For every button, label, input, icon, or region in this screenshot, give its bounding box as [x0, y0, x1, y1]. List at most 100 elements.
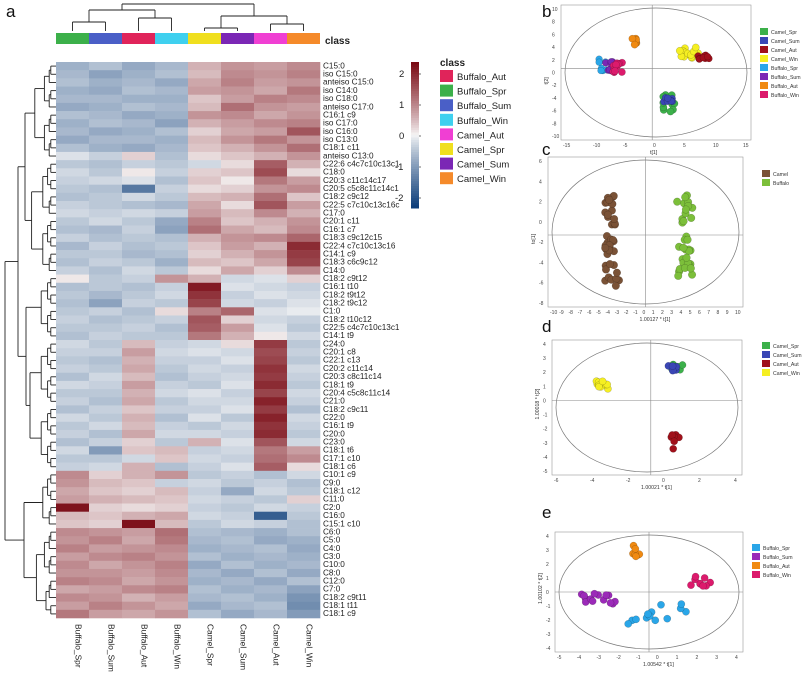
heatmap-cell [89, 331, 123, 341]
heatmap-cell [89, 462, 123, 472]
heatmap-cell [287, 348, 321, 357]
colorbar-step [411, 176, 419, 180]
heatmap-cell [254, 250, 288, 259]
heatmap-cell [122, 568, 156, 578]
row-label: C18:2 c9c11 [323, 405, 369, 414]
data-point [681, 193, 690, 202]
row-label: C18:2 c9t11 [323, 593, 367, 602]
colorbar-step [411, 86, 419, 90]
heatmap-cell [155, 470, 189, 480]
heatmap-cell [254, 519, 288, 529]
heatmap-cell [254, 560, 288, 570]
y-tick-label: 4 [552, 45, 555, 51]
legend-label: Buffalo_Spr [771, 66, 798, 72]
heatmap-cell [287, 413, 321, 423]
heatmap-cell [254, 348, 288, 357]
x-tick-label: 4 [735, 655, 738, 661]
heatmap-cell [89, 528, 123, 537]
heatmap-cell [221, 282, 255, 292]
heatmap-cell [155, 536, 189, 545]
heatmap-cell [287, 62, 321, 71]
heatmap-cell [56, 160, 90, 169]
heatmap-cell [188, 331, 222, 341]
row-label: C6:0 [323, 527, 341, 536]
data-point [612, 60, 620, 69]
heatmap-cell [221, 446, 255, 455]
column-label: Buffalo_Sum [107, 624, 117, 672]
heatmap-cell [221, 94, 255, 104]
row-label: anteiso C17:0 [323, 102, 374, 111]
heatmap-cell [221, 151, 255, 161]
heatmap-cell [122, 585, 156, 594]
heatmap-cell [287, 225, 321, 235]
data-point [663, 614, 672, 623]
y-axis-label: to[1] [531, 233, 537, 244]
heatmap-cell [254, 176, 288, 185]
heatmap-cell [221, 487, 255, 496]
heatmap-cell [188, 201, 222, 210]
heatmap-cell [254, 135, 288, 145]
heatmap-cell [122, 315, 156, 324]
heatmap-cell [56, 372, 90, 382]
x-axis-label: 1.00021 * t[1] [641, 485, 672, 491]
data-point [691, 572, 700, 581]
heatmap-cell [122, 397, 156, 406]
heatmap-cell [56, 421, 90, 431]
y-tick-label: 10 [552, 7, 558, 13]
heatmap-cell [56, 429, 90, 439]
heatmap-cell [254, 258, 288, 267]
heatmap-cell [254, 380, 288, 390]
data-point [595, 58, 603, 66]
colorbar-step [411, 190, 419, 194]
x-tick-label: 10 [735, 310, 741, 316]
row-label: C20:1 c11 [323, 217, 360, 226]
colorbar-step [411, 188, 419, 192]
data-point [605, 195, 614, 204]
heatmap-cell [221, 421, 255, 431]
heatmap-cell [122, 233, 156, 243]
heatmap-cell [221, 315, 255, 324]
heatmap-cell [89, 323, 123, 333]
heatmap-cell [56, 552, 90, 562]
heatmap-cell [188, 225, 222, 235]
data-point [691, 43, 700, 52]
plot-frame [560, 4, 752, 141]
x-tick-label: -15 [563, 143, 570, 149]
heatmap-cell [254, 290, 288, 300]
heatmap-cell [89, 266, 123, 275]
row-label: C1:0 [323, 307, 341, 316]
colorbar-step [411, 200, 419, 204]
row-label: C22:1 c13 [323, 356, 361, 365]
colorbar-step [411, 64, 419, 68]
data-point [611, 281, 620, 290]
colorbar-step [411, 159, 419, 163]
colorbar-step [411, 144, 419, 148]
heatmap-cell [122, 429, 156, 439]
heatmap-cell [221, 201, 255, 210]
heatmap-cell [188, 511, 222, 521]
row-label: C14:0 [323, 266, 345, 275]
heatmap-cell [188, 519, 222, 529]
y-tick-label: 1 [543, 384, 546, 390]
scores-plot-d: -6 -4 -2 0 2 4 4 3 2 1 0 -1 -2 -3 -4 -5 1.00021 * t[1] 1.… [535, 339, 802, 491]
heatmap-cell [56, 184, 90, 194]
heatmap-cell [221, 160, 255, 169]
heatmap-cell [254, 364, 288, 374]
heatmap-cell [188, 577, 222, 586]
heatmap-cell [155, 446, 189, 455]
heatmap-cell [56, 397, 90, 406]
heatmap-cell [56, 446, 90, 455]
heatmap-cell [122, 266, 156, 275]
class-bar-segment [122, 33, 155, 44]
data-point [682, 607, 690, 616]
heatmap-cell [188, 241, 222, 251]
heatmap-cell [287, 111, 321, 120]
heatmap-cell [188, 168, 222, 177]
legend-label: Buffalo_Aut [771, 84, 798, 90]
heatmap-cell [221, 528, 255, 537]
heatmap-cell [188, 209, 222, 218]
legend-label: Buffalo [773, 181, 789, 187]
heatmap-cell [188, 397, 222, 406]
data-point [664, 94, 672, 102]
heatmap-cell [122, 78, 156, 87]
